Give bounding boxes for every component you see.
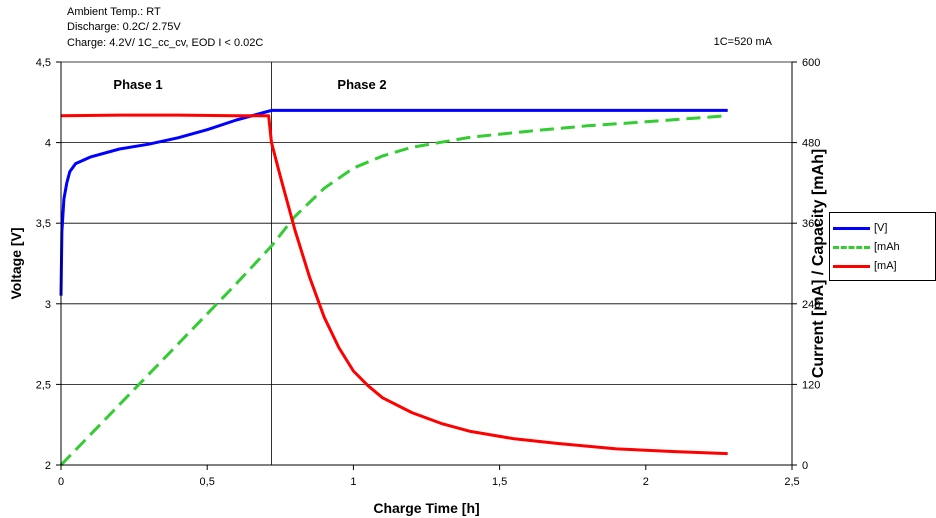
- series-line-2: [60, 113, 728, 456]
- series-line-1: [59, 114, 728, 467]
- legend-swatch-current: [833, 264, 870, 268]
- y-right-tick-label-4: 480: [802, 138, 820, 150]
- legend-item-current: [mA]: [833, 259, 897, 273]
- legend-label-current: [mA]: [874, 260, 897, 272]
- legend-item-voltage: [V]: [833, 221, 887, 235]
- y-right-tick-label-1: 120: [802, 379, 820, 391]
- y-left-tick-label-1: 2,5: [36, 379, 51, 391]
- y-left-tick-label-4: 4: [45, 138, 51, 150]
- grid-layer: [61, 61, 792, 465]
- x-tick-label-4: 2: [643, 476, 649, 488]
- legend-swatch-voltage: [833, 226, 870, 230]
- y-right-tick-label-2: 240: [802, 299, 820, 311]
- y-left-axis-title: Voltage [V]: [8, 227, 24, 299]
- y-left-tick-label-0: 2: [45, 460, 51, 472]
- phase-2-label: Phase 2: [337, 77, 386, 92]
- x-tick-label-1: 0,5: [200, 476, 215, 488]
- x-tick-label-3: 1,5: [492, 476, 507, 488]
- phase-1-label: Phase 1: [113, 77, 162, 92]
- label-layer: 2 2,5 3 3,5 4 4,5 0 120 240 360 480 600 0 0,5 1 1,5 2 2,5…: [8, 57, 827, 516]
- y-left-tick-label-5: 4,5: [36, 57, 51, 69]
- axis-layer: [56, 61, 797, 470]
- legend-swatch-capacity: [833, 245, 870, 249]
- y-right-tick-label-5: 600: [802, 57, 820, 69]
- y-right-tick-label-3: 360: [802, 218, 820, 230]
- legend-label-capacity: [mAh: [874, 241, 900, 253]
- legend-label-voltage: [V]: [874, 222, 888, 234]
- series-line-0: [59, 108, 728, 296]
- x-axis-title: Charge Time [h]: [373, 500, 479, 516]
- x-tick-label-2: 1: [350, 476, 356, 488]
- y-right-axis-title: Current [mA] / Capacity [mAh]: [810, 149, 827, 378]
- y-left-tick-label-2: 3: [45, 299, 51, 311]
- x-tick-label-5: 2,5: [784, 476, 799, 488]
- legend-item-capacity: [mAh: [833, 240, 900, 254]
- info-charge: Charge: 4.2V/ 1C_cc_cv, EOD I < 0.02C: [67, 37, 264, 49]
- info-ambient-temp: Ambient Temp.: RT: [67, 6, 161, 18]
- x-tick-label-0: 0: [58, 476, 64, 488]
- y-right-tick-label-0: 0: [802, 460, 808, 472]
- y-left-tick-label-3: 3,5: [36, 218, 51, 230]
- legend: [V] [mAh [mA]: [829, 212, 936, 281]
- series-layer: [59, 108, 728, 467]
- info-discharge: Discharge: 0.2C/ 2.75V: [67, 21, 181, 33]
- c-rate-note: 1C=520 mA: [713, 36, 772, 48]
